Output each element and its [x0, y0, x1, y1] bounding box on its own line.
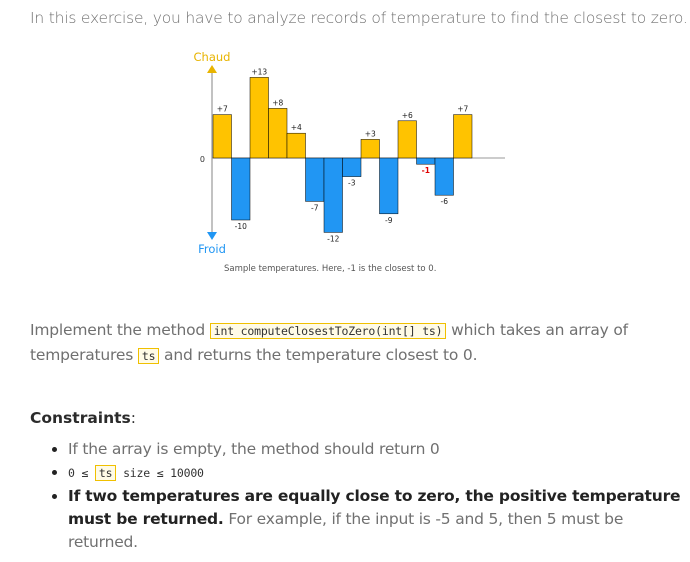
bar-12: [434, 157, 454, 196]
constraint-size-range: 0 ≤ ts size ≤ 10000: [68, 461, 688, 485]
bar-0: [212, 114, 232, 159]
param-ts: ts: [137, 348, 160, 364]
intro-text: In this exercise, you have to analyze re…: [30, 9, 688, 27]
bar-label-12: -6: [441, 197, 449, 206]
constraints-title: Constraints:: [30, 409, 137, 427]
bar-label-2: +13: [251, 67, 267, 76]
axis-label-cold: Froid: [198, 242, 226, 256]
bar-3: [268, 108, 288, 159]
bar-4: [286, 132, 306, 159]
task-text-before: Implement the method: [30, 321, 210, 339]
bar-label-3: +8: [272, 98, 283, 107]
bar-label-0: +7: [217, 105, 228, 114]
bar-label-13: +7: [457, 105, 468, 114]
axis-label-hot: Chaud: [194, 50, 231, 64]
bar-9: [379, 157, 399, 215]
hot-arrow-icon: [207, 65, 217, 73]
bar-7: [342, 157, 362, 177]
constraint-tie-rule: If two temperatures are equally close to…: [68, 485, 688, 554]
bar-6: [323, 157, 343, 233]
task-text-middle: which takes an array of temperatures: [30, 321, 628, 364]
bar-2: [249, 77, 269, 159]
task-description: Implement the method int computeClosestT…: [30, 318, 670, 368]
bar-label-10: +6: [402, 111, 413, 120]
temperature-chart: Chaud Froid 0 +7 -10 +13 +8 +4 -7 -12 -3 +3 -9 +6 -1 -6…: [194, 50, 505, 274]
zero-tick-label: 0: [200, 155, 205, 164]
constraint-empty-array: If the array is empty, the method should…: [68, 438, 688, 461]
bar-label-1: -10: [235, 222, 247, 231]
bar-11: [416, 157, 436, 165]
bar-label-4: +4: [291, 123, 302, 132]
method-signature: int computeClosestToZero(int[] ts): [209, 323, 447, 339]
bar-8: [360, 139, 380, 159]
bar-label-5: -7: [311, 203, 319, 212]
bar-5: [305, 157, 325, 202]
task-text-after: and returns the temperature closest to 0…: [159, 346, 478, 364]
bar-label-11: -1: [422, 166, 430, 175]
bar-1: [231, 157, 251, 221]
cold-arrow-icon: [207, 232, 217, 240]
bar-label-9: -9: [385, 216, 393, 225]
bar-label-8: +3: [365, 129, 376, 138]
constraints-list: If the array is empty, the method should…: [50, 438, 688, 554]
chart-caption: Sample temperatures. Here, -1 is the clo…: [224, 264, 436, 274]
bar-13: [453, 114, 473, 159]
bar-label-6: -12: [327, 234, 339, 243]
constraint-param-ts: ts: [94, 465, 117, 481]
bar-10: [397, 120, 417, 159]
bar-label-7: -3: [348, 179, 356, 188]
